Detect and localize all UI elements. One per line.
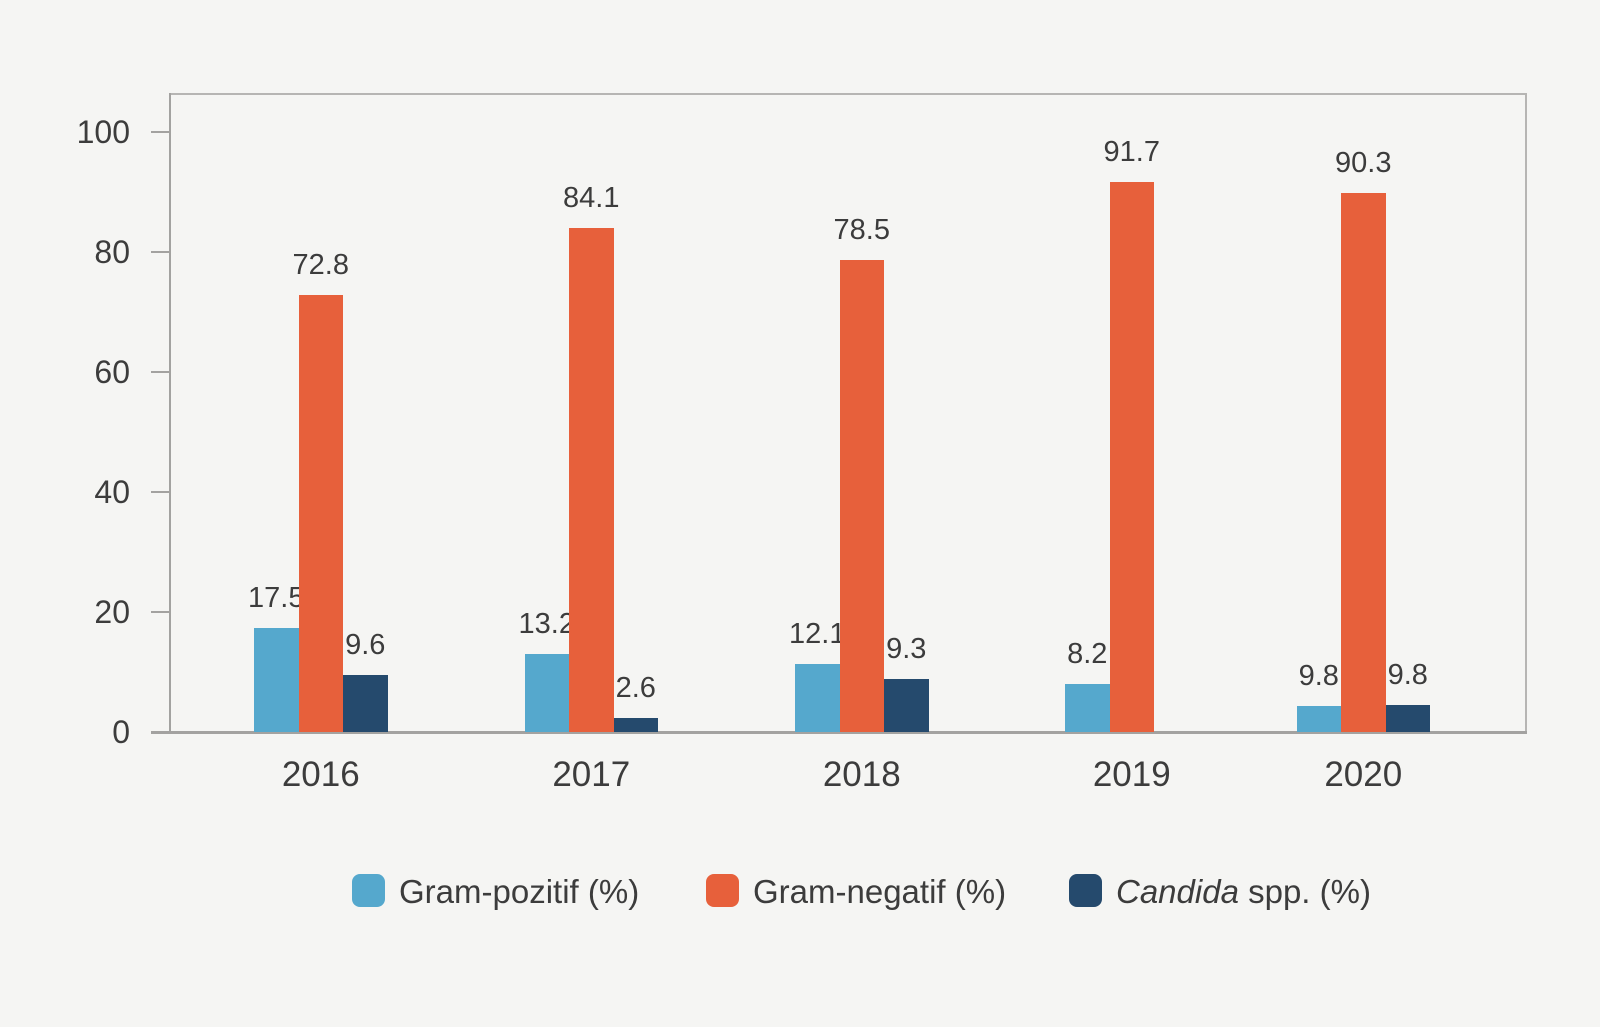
y-tick-label: 0 — [112, 714, 130, 750]
bar-gram-pozitif-2018 — [795, 663, 840, 732]
legend-label: Candida spp. (%) — [1116, 872, 1371, 910]
bar-gram-negatif-2020 — [1341, 192, 1386, 732]
bar-value-label: 12.1 — [789, 617, 846, 650]
bar-value-label: 90.3 — [1335, 146, 1392, 179]
bar-gram-pozitif-2016 — [254, 628, 299, 732]
x-tick-label-2016: 2016 — [281, 755, 360, 794]
y-tick-label: 80 — [94, 234, 130, 270]
y-tick-label: 40 — [94, 474, 130, 510]
y-tick-label: 20 — [94, 594, 130, 630]
plot-area — [170, 93, 1527, 734]
bar-gram-negatif-2019 — [1109, 182, 1154, 732]
bar-value-label: 9.8 — [1387, 659, 1428, 691]
bar-value-label: 13.2 — [518, 608, 575, 640]
y-tick-label: 100 — [76, 114, 130, 150]
bar-gram-pozitif-2020 — [1296, 705, 1341, 732]
bar-gram-pozitif-2019 — [1065, 684, 1110, 732]
bar-value-label: 72.8 — [292, 249, 349, 282]
bar-value-label: 84.1 — [563, 182, 620, 214]
bar-gram-negatif-2018 — [839, 260, 884, 732]
y-tick-mark — [151, 251, 169, 253]
legend-item-gram-pozitif: Gram-pozitif (%) — [352, 872, 640, 910]
y-tick-mark — [151, 491, 169, 493]
bar-value-label: 78.5 — [833, 214, 890, 247]
legend-swatch-icon — [352, 873, 385, 907]
bar-candida-2020 — [1385, 705, 1430, 732]
x-tick-label-2018: 2018 — [822, 755, 901, 794]
bar-value-label: 2.6 — [615, 671, 656, 704]
y-tick-label: 60 — [94, 354, 130, 390]
bar-value-label: 9.8 — [1298, 659, 1339, 692]
legend-item-gram-negatif: Gram-negatif (%) — [706, 872, 1007, 910]
x-tick-label-2019: 2019 — [1092, 755, 1171, 794]
bar-gram-negatif-2016 — [298, 295, 343, 732]
legend-label: Gram-negatif (%) — [753, 872, 1007, 910]
bar-value-label: 91.7 — [1103, 136, 1160, 169]
legend-label: Gram-pozitif (%) — [399, 872, 640, 910]
y-tick-mark — [151, 131, 169, 133]
bar-value-label: 9.6 — [345, 629, 386, 661]
x-tick-label-2017: 2017 — [552, 755, 631, 794]
x-tick-label-2020: 2020 — [1324, 755, 1403, 794]
legend-item-candida: Candida spp. (%) — [1069, 872, 1371, 910]
x-axis-line — [151, 731, 1527, 734]
bar-gram-pozitif-2017 — [524, 654, 569, 732]
bar-candida-2016 — [343, 675, 388, 732]
y-tick-mark — [151, 611, 169, 613]
y-tick-mark — [151, 731, 169, 733]
y-tick-mark — [151, 371, 169, 373]
legend-swatch-icon — [706, 873, 739, 907]
bar-gram-negatif-2017 — [569, 228, 614, 732]
bar-value-label: 17.5 — [248, 582, 305, 615]
y-axis-line — [169, 93, 171, 734]
legend-swatch-icon — [1069, 873, 1102, 907]
bar-candida-2018 — [884, 679, 929, 732]
bar-value-label: 9.3 — [886, 633, 927, 666]
bar-candida-2017 — [613, 717, 658, 732]
bar-value-label: 8.2 — [1067, 638, 1108, 670]
